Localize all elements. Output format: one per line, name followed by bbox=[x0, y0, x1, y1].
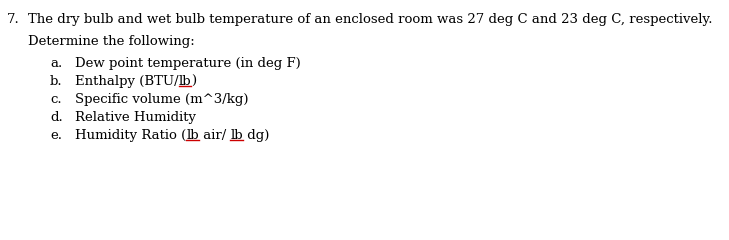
Text: Humidity Ratio (: Humidity Ratio ( bbox=[75, 129, 186, 142]
Text: Determine the following:: Determine the following: bbox=[28, 35, 195, 48]
Text: 7.: 7. bbox=[7, 13, 20, 26]
Text: Dew point temperature (in deg F): Dew point temperature (in deg F) bbox=[75, 57, 301, 70]
Text: b.: b. bbox=[50, 75, 63, 88]
Text: lb: lb bbox=[179, 75, 191, 88]
Text: Enthalpy (BTU/: Enthalpy (BTU/ bbox=[75, 75, 179, 88]
Text: c.: c. bbox=[50, 93, 62, 106]
Text: dg): dg) bbox=[243, 129, 270, 142]
Text: Relative Humidity: Relative Humidity bbox=[75, 111, 196, 124]
Text: The dry bulb and wet bulb temperature of an enclosed room was 27 deg C and 23 de: The dry bulb and wet bulb temperature of… bbox=[28, 13, 712, 26]
Text: Specific volume (m^3/kg): Specific volume (m^3/kg) bbox=[75, 93, 249, 106]
Text: lb: lb bbox=[230, 129, 243, 142]
Text: a.: a. bbox=[50, 57, 62, 70]
Text: e.: e. bbox=[50, 129, 62, 142]
Text: air/: air/ bbox=[199, 129, 230, 142]
Text: d.: d. bbox=[50, 111, 63, 124]
Text: ): ) bbox=[191, 75, 196, 88]
Text: lb: lb bbox=[186, 129, 199, 142]
